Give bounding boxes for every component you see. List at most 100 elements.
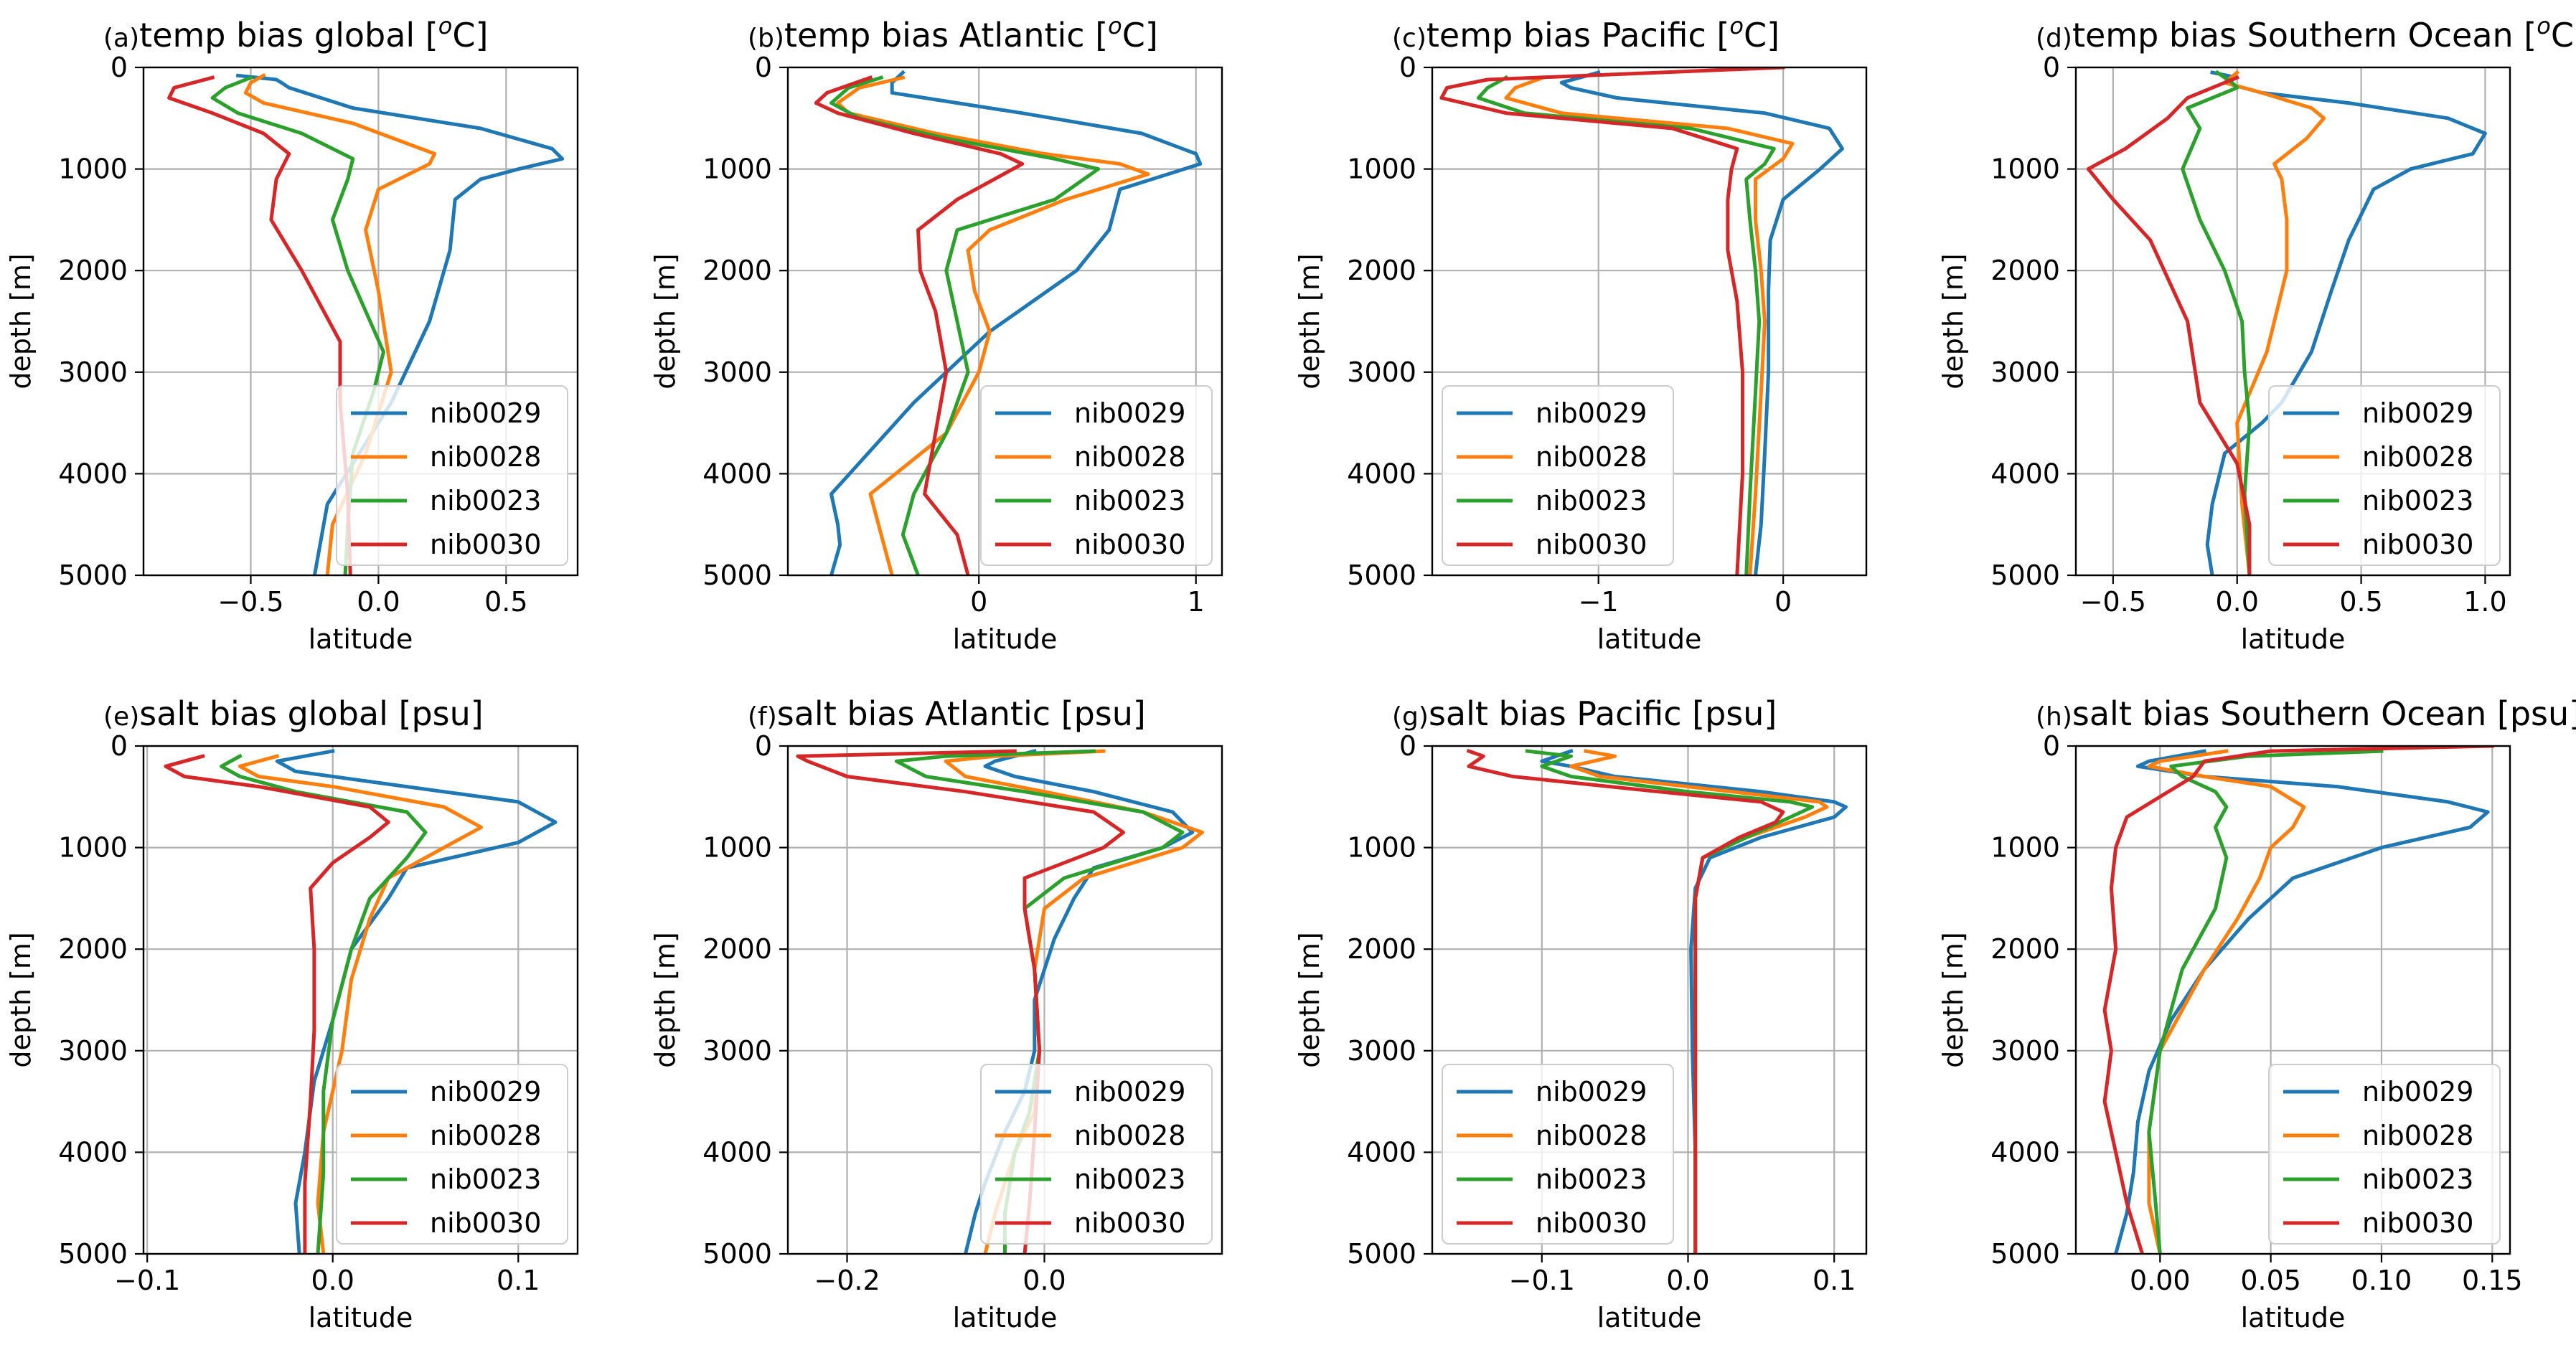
x-tick-label: −0.1 xyxy=(1509,1265,1575,1296)
title-superscript: o xyxy=(2537,12,2551,39)
panel-title-text: salt bias Pacific [psu] xyxy=(1429,694,1777,733)
panel-b: 0 1 0 1000 2000 3000 4000 5000 latitude depth [m]… xyxy=(649,12,1223,655)
x-tick-label: 1 xyxy=(1188,586,1205,618)
series-line-nib0029 xyxy=(829,70,1203,575)
legend-label-nib0029: nib0029 xyxy=(1074,1076,1185,1108)
legend-box xyxy=(2268,1064,2501,1245)
panel-title-text: salt bias global [psu] xyxy=(139,694,483,733)
legend-box xyxy=(1442,385,1674,566)
y-tick-label: 3000 xyxy=(702,357,772,388)
panel-letter: (g) xyxy=(1392,702,1429,732)
legend-label-nib0028: nib0028 xyxy=(2362,441,2473,473)
x-tick-label: −0.1 xyxy=(114,1265,180,1296)
x-tick-label: 0.5 xyxy=(2339,586,2382,618)
series-line-nib0023 xyxy=(2147,749,2384,1254)
panel-letter: (e) xyxy=(103,702,139,732)
panel-a: −0.5 0.0 0.5 0 1000 2000 3000 4000 5000 latitude d… xyxy=(5,12,579,655)
y-tick-label: 5000 xyxy=(58,560,128,591)
y-tick-label: 2000 xyxy=(1347,255,1416,286)
x-tick-label: 0.05 xyxy=(2240,1265,2301,1296)
x-tick-label: 0.10 xyxy=(2351,1265,2412,1296)
legend-label-nib0030: nib0030 xyxy=(430,529,541,560)
y-tick-label: 3000 xyxy=(1347,357,1416,388)
y-tick-label: 1000 xyxy=(1347,154,1416,185)
y-tick-label: 5000 xyxy=(1990,560,2060,591)
panel-title: (e)salt bias global [psu] xyxy=(103,694,484,733)
panel-title-text: temp bias global [ xyxy=(139,16,438,55)
y-tick-label: 2000 xyxy=(1990,933,2060,965)
legend-label-nib0028: nib0028 xyxy=(1536,1120,1647,1151)
x-tick-label: 0.1 xyxy=(1813,1265,1856,1296)
axes-frame xyxy=(786,66,1223,577)
title-unit: C] xyxy=(452,16,488,55)
x-tick-label: −0.2 xyxy=(814,1265,880,1296)
y-tick-label: 1000 xyxy=(58,832,128,864)
legend-label-nib0029: nib0029 xyxy=(1074,397,1185,429)
panel-letter: (a) xyxy=(103,24,139,53)
legend-label-nib0030: nib0030 xyxy=(2362,1207,2473,1239)
series-line-nib0023 xyxy=(1476,75,1776,575)
y-tick-label: 4000 xyxy=(702,1136,772,1168)
x-tick-label: 0.00 xyxy=(2130,1265,2191,1296)
y-tick-label: 0 xyxy=(2043,730,2060,762)
title-unit: C] xyxy=(1122,16,1158,55)
x-tick-label: 0 xyxy=(1774,586,1792,618)
y-axis-label: depth [m] xyxy=(649,253,681,389)
series-line-nib0023 xyxy=(2181,70,2252,575)
y-tick-label: 0 xyxy=(111,52,128,83)
axes-frame xyxy=(142,66,579,577)
series-line-nib0029 xyxy=(235,73,565,575)
panel-title: (d)temp bias Southern Ocean [oC] xyxy=(2036,12,2576,55)
series-line-nib0030 xyxy=(1439,67,1785,575)
y-tick-label: 4000 xyxy=(58,458,128,489)
y-tick-label: 5000 xyxy=(702,560,772,591)
y-tick-label: 2000 xyxy=(702,933,772,965)
panel-title: (g)salt bias Pacific [psu] xyxy=(1392,694,1777,733)
legend-label-nib0029: nib0029 xyxy=(430,397,541,429)
y-tick-label: 3000 xyxy=(58,1035,128,1067)
series-line-nib0028 xyxy=(1504,75,1795,575)
axes-frame xyxy=(2074,66,2511,577)
legend-box xyxy=(980,385,1213,566)
y-tick-label: 5000 xyxy=(1347,560,1416,591)
legend-label-nib0023: nib0023 xyxy=(1074,1163,1185,1195)
axes-frame xyxy=(786,745,1223,1255)
y-tick-label: 4000 xyxy=(1990,458,2060,489)
panel-title: (a)temp bias global [oC] xyxy=(103,12,488,55)
y-tick-label: 1000 xyxy=(1990,832,2060,864)
y-tick-label: 0 xyxy=(755,52,772,83)
x-tick-label: 0.0 xyxy=(1666,1265,1709,1296)
panel-h: 0.00 0.05 0.10 0.15 0 1000 2000 3000 4000 5000 lat… xyxy=(1937,694,2576,1333)
title-superscript: o xyxy=(1108,12,1122,39)
panel-letter: (h) xyxy=(2036,702,2072,732)
panel-title: (b)temp bias Atlantic [oC] xyxy=(748,12,1158,55)
y-tick-label: 3000 xyxy=(702,1035,772,1067)
x-tick-label: 0.15 xyxy=(2462,1265,2523,1296)
legend-label-nib0030: nib0030 xyxy=(1536,1207,1647,1239)
series-line-nib0028 xyxy=(2222,70,2326,575)
y-tick-label: 0 xyxy=(755,730,772,762)
panel-g: −0.1 0.0 0.1 0 1000 2000 3000 4000 5000 latitude d… xyxy=(1294,694,1868,1333)
x-axis-label: latitude xyxy=(953,623,1058,655)
title-unit: C] xyxy=(1744,16,1780,55)
legend-label-nib0029: nib0029 xyxy=(1536,1076,1647,1108)
x-axis-label: latitude xyxy=(953,1302,1058,1333)
y-tick-label: 1000 xyxy=(1990,154,2060,185)
y-tick-label: 5000 xyxy=(702,1238,772,1270)
y-axis-label: depth [m] xyxy=(1294,932,1325,1067)
legend-label-nib0028: nib0028 xyxy=(430,1120,541,1151)
x-tick-label: 0.0 xyxy=(2215,586,2258,618)
y-tick-label: 0 xyxy=(111,730,128,762)
series-line-nib0030 xyxy=(2086,75,2252,575)
legend-label-nib0030: nib0030 xyxy=(1074,1207,1185,1239)
y-tick-label: 4000 xyxy=(58,1136,128,1168)
legend-label-nib0030: nib0030 xyxy=(1536,529,1647,560)
legend-label-nib0030: nib0030 xyxy=(2362,529,2473,560)
y-tick-label: 1000 xyxy=(58,154,128,185)
x-axis-label: latitude xyxy=(309,623,413,655)
legend-label-nib0028: nib0028 xyxy=(430,441,541,473)
x-axis-label: latitude xyxy=(1597,1302,1702,1333)
x-tick-label: 0.1 xyxy=(497,1265,540,1296)
series-line-nib0028 xyxy=(238,754,484,1254)
